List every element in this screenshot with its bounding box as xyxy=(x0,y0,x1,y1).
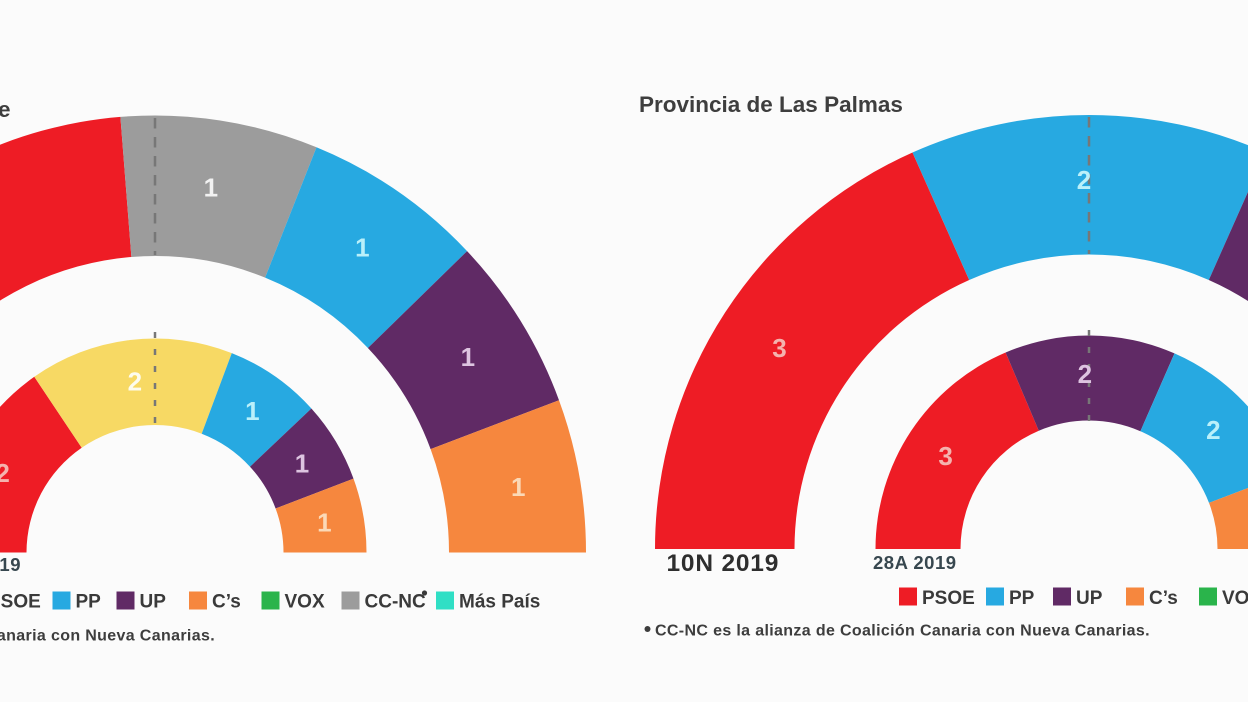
svg-text:1: 1 xyxy=(317,507,331,537)
svg-text:2: 2 xyxy=(0,458,10,488)
svg-text:3: 3 xyxy=(772,333,786,363)
svg-text:CC-NC: CC-NC xyxy=(365,592,426,613)
svg-text:1: 1 xyxy=(511,472,525,502)
svg-text:Provincia de Santa Cruz de Ten: Provincia de Santa Cruz de Tenerife xyxy=(0,97,11,122)
svg-text:VOX: VOX xyxy=(285,592,325,613)
svg-text:PP: PP xyxy=(1009,588,1035,609)
svg-text:3: 3 xyxy=(938,441,952,471)
svg-text:CC-NC es la alianza de Coalici: CC-NC es la alianza de Coalición Canaria… xyxy=(655,623,1150,640)
svg-text:28A 2019: 28A 2019 xyxy=(0,554,21,575)
svg-text:Provincia de Las Palmas: Provincia de Las Palmas xyxy=(639,92,903,117)
svg-text:VOX: VOX xyxy=(1222,588,1248,609)
svg-text:2: 2 xyxy=(128,367,142,397)
svg-text:C’s: C’s xyxy=(212,592,241,613)
svg-text:28A 2019: 28A 2019 xyxy=(873,552,957,573)
svg-text:PP: PP xyxy=(76,592,102,613)
svg-text:2: 2 xyxy=(1206,415,1220,445)
svg-text:Más País: Más País xyxy=(459,592,540,613)
svg-text:PSOE: PSOE xyxy=(922,588,975,609)
svg-text:PSOE: PSOE xyxy=(0,592,41,613)
svg-text:UP: UP xyxy=(1076,588,1103,609)
svg-text:1: 1 xyxy=(245,396,259,426)
svg-text:1: 1 xyxy=(204,173,218,203)
svg-text:10N 2019: 10N 2019 xyxy=(667,550,780,577)
svg-text:UP: UP xyxy=(140,592,167,613)
svg-text:2: 2 xyxy=(1078,359,1092,389)
svg-text:1: 1 xyxy=(461,342,475,372)
svg-text:C’s: C’s xyxy=(1149,588,1178,609)
svg-text:1: 1 xyxy=(355,232,369,262)
svg-text:CC-NC es la alianza de Coalici: CC-NC es la alianza de Coalición Canaria… xyxy=(0,628,215,645)
svg-text:2: 2 xyxy=(1077,165,1091,195)
svg-text:1: 1 xyxy=(295,448,309,478)
